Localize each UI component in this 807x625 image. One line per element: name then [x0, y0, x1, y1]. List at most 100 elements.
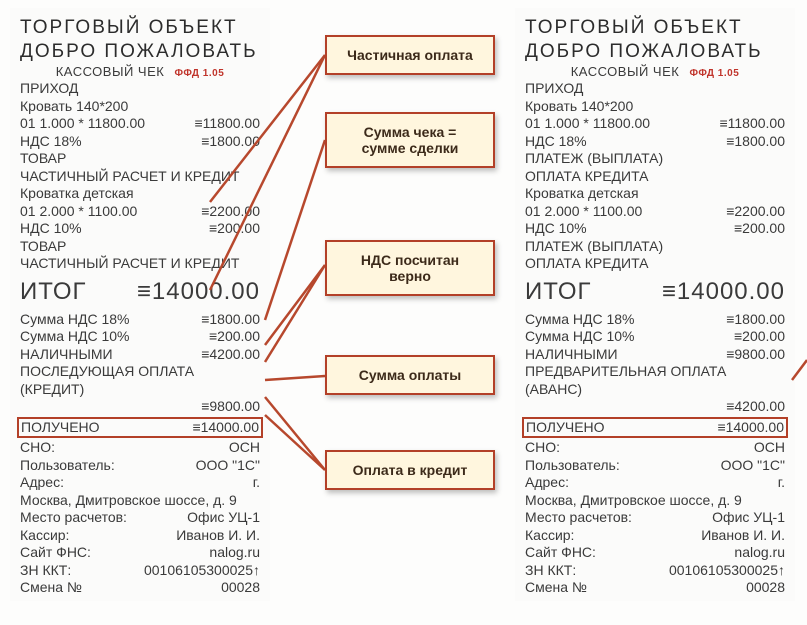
nds-val: ≡1800.00	[201, 133, 260, 151]
nds-row: НДС 18% ≡1800.00	[20, 133, 260, 151]
label: Место расчетов:	[20, 509, 127, 527]
item-name: Кровать 140*200	[20, 98, 260, 116]
sub-text: КАССОВЫЙ ЧЕК	[571, 64, 680, 79]
label: ПОЛУЧЕНО	[526, 419, 605, 437]
callout-text: сумме сделки	[362, 140, 459, 156]
nds-label: НДС 10%	[525, 220, 587, 238]
label: Сумма НДС 18%	[20, 311, 130, 329]
info-row: Кассир:Иванов И. И.	[525, 527, 785, 545]
label: Кассир:	[20, 527, 69, 545]
nds-label: НДС 18%	[20, 133, 82, 151]
callout-text: Сумма чека =	[364, 124, 457, 140]
nds-label: НДС 18%	[525, 133, 587, 151]
total-row: ИТОГ ≡14000.00	[20, 277, 260, 307]
prihod: ПРИХОД	[525, 80, 785, 98]
posled-val-row: ≡9800.00	[20, 398, 260, 416]
sum-row: Сумма НДС 18% ≡1800.00	[525, 311, 785, 329]
info-row: Место расчетов:Офис УЦ-1	[525, 509, 785, 527]
item-sum: ≡2200.00	[726, 203, 785, 221]
label: СНО:	[525, 439, 560, 457]
total-label: ИТОГ	[20, 277, 87, 307]
nds-row: НДС 10% ≡200.00	[525, 220, 785, 238]
callout-payment-sum: Сумма оплаты	[325, 355, 495, 395]
label: Пользователь:	[525, 457, 620, 475]
address-line: Москва, Дмитровское шоссе, д. 9	[525, 492, 785, 510]
received-highlight: ПОЛУЧЕНО ≡14000.00	[522, 417, 788, 439]
subtitle: КАССОВЫЙ ЧЕК ФФД 1.05	[525, 64, 785, 81]
value: г.	[778, 474, 785, 492]
info-row: Кассир: Иванов И. И.	[20, 527, 260, 545]
platezh: ПЛАТЕЖ (ВЫПЛАТА)	[525, 150, 785, 168]
value: ≡9800.00	[726, 346, 785, 364]
item-name: Кроватка детская	[20, 185, 260, 203]
value: nalog.ru	[734, 544, 785, 562]
posled-oplata: ПОСЛЕДУЮЩАЯ ОПЛАТА (КРЕДИТ)	[20, 363, 260, 398]
value: г.	[253, 474, 260, 492]
callout-credit-payment: Оплата в кредит	[325, 450, 495, 490]
value: ≡14000.00	[717, 419, 784, 437]
label: Сумма НДС 10%	[20, 328, 130, 346]
value: ОСН	[754, 439, 785, 457]
item-qty: 01 2.000 * 1100.00	[525, 203, 642, 221]
ffd-badge: ФФД 1.05	[689, 68, 739, 79]
value: 00028	[746, 579, 785, 597]
ffd-badge: ФФД 1.05	[174, 68, 224, 79]
value: ≡1800.00	[726, 311, 785, 329]
value: ОСН	[229, 439, 260, 457]
label: НАЛИЧНЫМИ	[20, 346, 113, 364]
value: 00106105300025↑	[144, 562, 260, 580]
value: ООО "1С"	[196, 457, 260, 475]
info-row: Адрес:г.	[525, 474, 785, 492]
info-row: Пользователь: ООО "1С"	[525, 457, 785, 475]
nds-row: НДС 18% ≡1800.00	[525, 133, 785, 151]
value: ≡200.00	[734, 328, 785, 346]
label: СНО:	[20, 439, 55, 457]
value: Офис УЦ-1	[187, 509, 260, 527]
received-highlight: ПОЛУЧЕНО ≡14000.00	[17, 417, 263, 439]
callout-text: Сумма оплаты	[359, 367, 461, 383]
item-row: 01 2.000 * 1100.00 ≡2200.00	[525, 203, 785, 221]
label: Адрес:	[20, 474, 64, 492]
tovar: ТОВАР	[20, 238, 260, 256]
nds-val: ≡200.00	[734, 220, 785, 238]
partial-credit: ЧАСТИЧНЫЙ РАСЧЕТ И КРЕДИТ	[20, 168, 260, 186]
info-row: ЗН ККТ:00106105300025↑	[20, 562, 260, 580]
value: Иванов И. И.	[176, 527, 260, 545]
subtitle: КАССОВЫЙ ЧЕК ФФД 1.05	[20, 64, 260, 81]
label: Место расчетов:	[525, 509, 632, 527]
sum-row: Сумма НДС 10% ≡200.00	[525, 328, 785, 346]
value: ООО "1С"	[721, 457, 785, 475]
sum-row: Сумма НДС 18% ≡1800.00	[20, 311, 260, 329]
oplata-kredita: ОПЛАТА КРЕДИТА	[525, 168, 785, 186]
label: Пользователь:	[20, 457, 115, 475]
value: ≡1800.00	[201, 311, 260, 329]
sum-row: Сумма НДС 10% ≡200.00	[20, 328, 260, 346]
value: 00028	[221, 579, 260, 597]
item-row: 01 1.000 * 11800.00 ≡11800.00	[525, 115, 785, 133]
callout-nds-correct: НДС посчитан верно	[325, 240, 495, 296]
partial-credit: ЧАСТИЧНЫЙ РАСЧЕТ И КРЕДИТ	[20, 255, 260, 273]
nds-label: НДС 10%	[20, 220, 82, 238]
label: ЗН ККТ:	[525, 562, 576, 580]
item-qty: 01 1.000 * 11800.00	[20, 115, 145, 133]
item-name: Кроватка детская	[525, 185, 785, 203]
label: Сумма НДС 10%	[525, 328, 635, 346]
info-row: Сайт ФНС:nalog.ru	[20, 544, 260, 562]
value: nalog.ru	[209, 544, 260, 562]
tovar: ТОВАР	[20, 150, 260, 168]
info-row: Смена №00028	[525, 579, 785, 597]
info-row: Пользователь: ООО "1С"	[20, 457, 260, 475]
value: ≡4200.00	[201, 346, 260, 364]
total-label: ИТОГ	[525, 277, 592, 307]
total-val: ≡14000.00	[137, 277, 260, 307]
info-row: ЗН ККТ: 00106105300025↑	[525, 562, 785, 580]
value: 00106105300025↑	[669, 562, 785, 580]
prihod: ПРИХОД	[20, 80, 260, 98]
info-row: Адрес: г.	[20, 474, 260, 492]
item-row: 01 2.000 * 1100.00 ≡2200.00	[20, 203, 260, 221]
value: ≡9800.00	[201, 398, 260, 416]
info-row: Сайт ФНС:nalog.ru	[525, 544, 785, 562]
label: НАЛИЧНЫМИ	[525, 346, 618, 364]
title-line: ДОБРО ПОЖАЛОВАТЬ	[525, 40, 785, 64]
callout-partial-payment: Частичная оплата	[325, 35, 495, 75]
